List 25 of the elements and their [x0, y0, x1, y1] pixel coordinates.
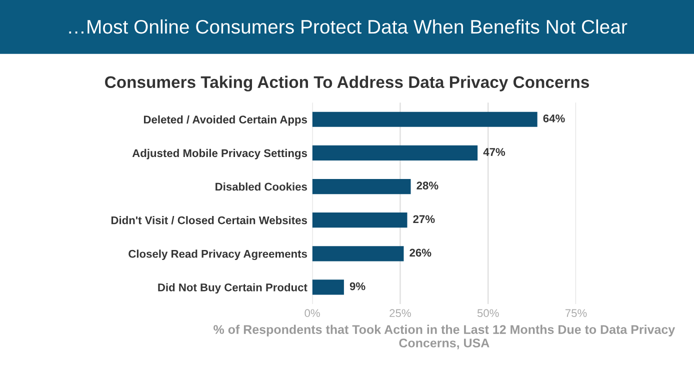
x-tick-label: 0%: [304, 309, 320, 318]
bar: [312, 112, 538, 127]
y-tick-label: Didn't Visit / Closed Certain Websites: [111, 216, 307, 224]
y-tick-label: Deleted / Avoided Certain Apps: [144, 115, 307, 126]
y-tick-label: Disabled Cookies: [216, 182, 307, 191]
data-label: 9%: [350, 282, 366, 290]
bar: [312, 212, 408, 228]
bar: [312, 280, 344, 295]
data-label: 27%: [413, 215, 435, 224]
data-label: 28%: [416, 182, 438, 190]
x-tick-label: 25%: [390, 309, 411, 318]
chart-subtitle: Consumers Taking Action To Address Data Privacy Concerns: [105, 76, 589, 92]
x-tick-label: 50%: [477, 309, 499, 318]
x-tick-label: 75%: [565, 309, 587, 318]
bar: [312, 178, 411, 194]
y-tick-label: Closely Read Privacy Agreements: [128, 250, 307, 260]
bar: [312, 246, 404, 262]
data-label: 26%: [410, 248, 432, 257]
x-axis-title: % of Respondents that Took Action in the Last 12 Months Due to Data Privacy Concerns, USA: [214, 324, 676, 350]
data-label: 64%: [543, 114, 565, 122]
bar: [312, 145, 478, 160]
data-label: 47%: [483, 148, 506, 156]
y-tick-label: Adjusted Mobile Privacy Settings: [132, 148, 307, 160]
chart-title: …Most Online Consumers Protect Data When Benefits Not Clear: [69, 19, 628, 34]
y-tick-label: Did Not Buy Certain Product: [158, 283, 308, 294]
